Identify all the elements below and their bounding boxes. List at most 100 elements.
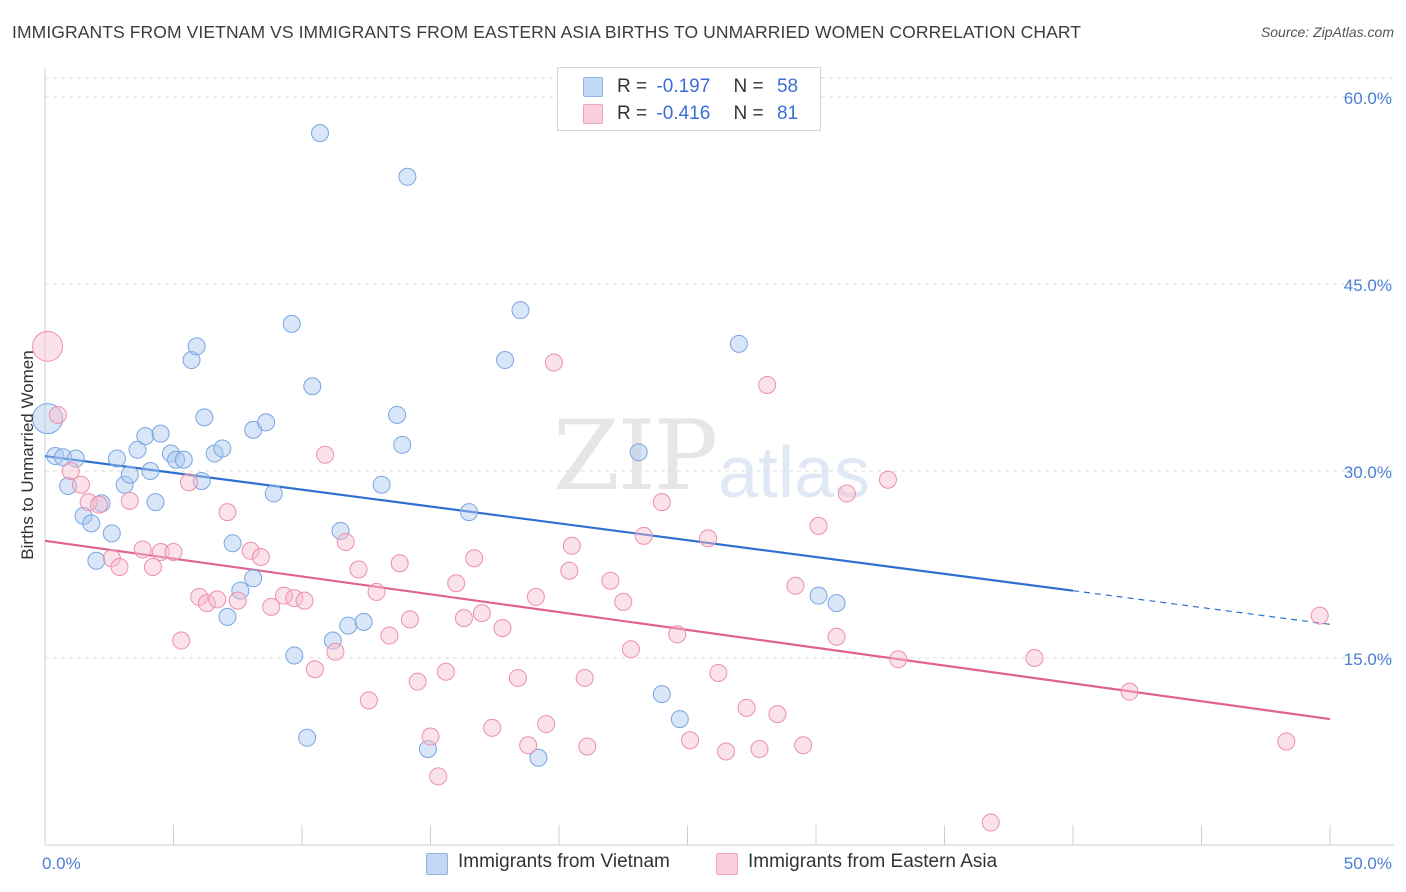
point-eastern-asia	[262, 597, 281, 616]
point-vietnam	[354, 612, 373, 631]
point-vietnam	[182, 351, 201, 370]
point-vietnam	[257, 413, 276, 432]
point-eastern-asia	[519, 736, 538, 755]
point-vietnam	[729, 334, 748, 353]
point-vietnam	[102, 524, 121, 543]
point-vietnam	[87, 551, 106, 570]
point-vietnam	[298, 728, 317, 747]
point-eastern-asia	[79, 493, 98, 512]
point-eastern-asia	[120, 491, 139, 510]
point-eastern-asia	[483, 718, 502, 737]
point-eastern-asia	[560, 561, 579, 580]
point-eastern-asia	[164, 543, 183, 562]
legend-r-label: R =	[617, 103, 648, 124]
point-eastern-asia	[336, 533, 355, 552]
point-eastern-asia	[981, 813, 1000, 832]
point-eastern-asia	[48, 405, 67, 424]
point-eastern-asia	[241, 541, 260, 560]
point-eastern-asia	[601, 571, 620, 590]
point-eastern-asia	[575, 668, 594, 687]
legend-n-value-vietnam: 58	[776, 76, 799, 97]
point-vietnam	[331, 521, 350, 540]
point-vietnam	[141, 462, 160, 480]
point-eastern-asia	[218, 503, 237, 522]
point-vietnam	[115, 475, 134, 494]
point-vietnam	[310, 124, 329, 143]
y-tick-label: 30.0%	[1344, 463, 1392, 482]
point-vietnam	[303, 377, 322, 396]
point-eastern-asia	[295, 591, 314, 610]
point-vietnam	[629, 443, 648, 462]
axes	[44, 68, 1394, 846]
point-eastern-asia	[827, 627, 846, 646]
point-vietnam	[107, 449, 126, 468]
point-eastern-asia	[889, 650, 908, 669]
point-eastern-asia	[197, 594, 216, 613]
point-eastern-asia	[32, 330, 64, 362]
watermark-zip: ZIP	[553, 400, 718, 512]
point-eastern-asia	[809, 516, 828, 535]
point-vietnam	[128, 440, 147, 459]
point-eastern-asia	[508, 668, 527, 687]
point-vietnam	[323, 631, 342, 650]
point-eastern-asia	[429, 767, 448, 786]
point-eastern-asia	[709, 663, 728, 682]
point-vietnam	[74, 506, 93, 525]
point-eastern-asia	[1277, 732, 1296, 751]
tick-labels: 15.0% 30.0% 45.0% 60.0% 0.0% 50.0%	[42, 89, 1392, 873]
chart-title: IMMIGRANTS FROM VIETNAM VS IMMIGRANTS FR…	[12, 22, 1082, 42]
legend-n-label: N =	[733, 103, 764, 124]
point-eastern-asia	[349, 560, 368, 579]
point-eastern-asia	[447, 574, 466, 593]
point-eastern-asia	[668, 625, 687, 644]
point-eastern-asia	[737, 698, 756, 717]
point-eastern-asia	[228, 591, 247, 610]
point-vietnam	[496, 351, 515, 370]
point-eastern-asia	[786, 576, 805, 595]
point-vietnam	[285, 646, 304, 665]
point-eastern-asia	[794, 736, 813, 755]
point-eastern-asia	[634, 526, 653, 545]
point-vietnam	[53, 448, 72, 467]
point-vietnam	[827, 594, 846, 613]
point-vietnam	[244, 569, 263, 588]
legend-r-value-vietnam: -0.197	[656, 76, 711, 97]
point-eastern-asia	[544, 353, 563, 372]
bottom-legend-swatch-eastern-asia	[716, 853, 738, 875]
point-eastern-asia	[400, 610, 419, 629]
y-axis-label: Births to Unmarried Women	[18, 350, 37, 560]
point-vietnam	[32, 403, 64, 435]
point-eastern-asia	[326, 642, 345, 661]
trend-line-vietnam-extension	[1072, 590, 1331, 625]
point-vietnam	[59, 476, 78, 495]
legend-swatch-eastern-asia	[583, 104, 603, 124]
point-eastern-asia	[316, 445, 335, 464]
point-eastern-asia	[493, 619, 512, 638]
point-eastern-asia	[878, 470, 897, 489]
point-vietnam	[120, 465, 139, 484]
point-eastern-asia	[681, 731, 700, 750]
point-eastern-asia	[380, 626, 399, 645]
legend-r-label: R =	[617, 76, 648, 97]
point-eastern-asia	[172, 631, 191, 650]
point-eastern-asia	[1120, 682, 1139, 701]
point-eastern-asia	[61, 462, 80, 480]
point-eastern-asia	[717, 742, 736, 761]
point-eastern-asia	[305, 660, 324, 679]
correlation-legend: R = -0.197 N = 58 R = -0.416 N = 81	[557, 67, 821, 131]
point-eastern-asia	[89, 495, 108, 514]
point-vietnam	[652, 685, 671, 704]
point-vietnam	[218, 607, 237, 626]
point-eastern-asia	[758, 375, 777, 394]
point-eastern-asia	[285, 589, 304, 608]
source-label: Source: ZipAtlas.com	[1260, 24, 1394, 40]
point-eastern-asia	[421, 727, 440, 746]
legend-swatch-vietnam	[583, 77, 603, 97]
y-tick-label: 15.0%	[1344, 650, 1392, 669]
point-eastern-asia	[1310, 606, 1329, 625]
point-vietnam	[264, 484, 283, 503]
point-vietnam	[136, 427, 155, 446]
point-eastern-asia	[837, 484, 856, 503]
point-vietnam	[46, 447, 65, 466]
